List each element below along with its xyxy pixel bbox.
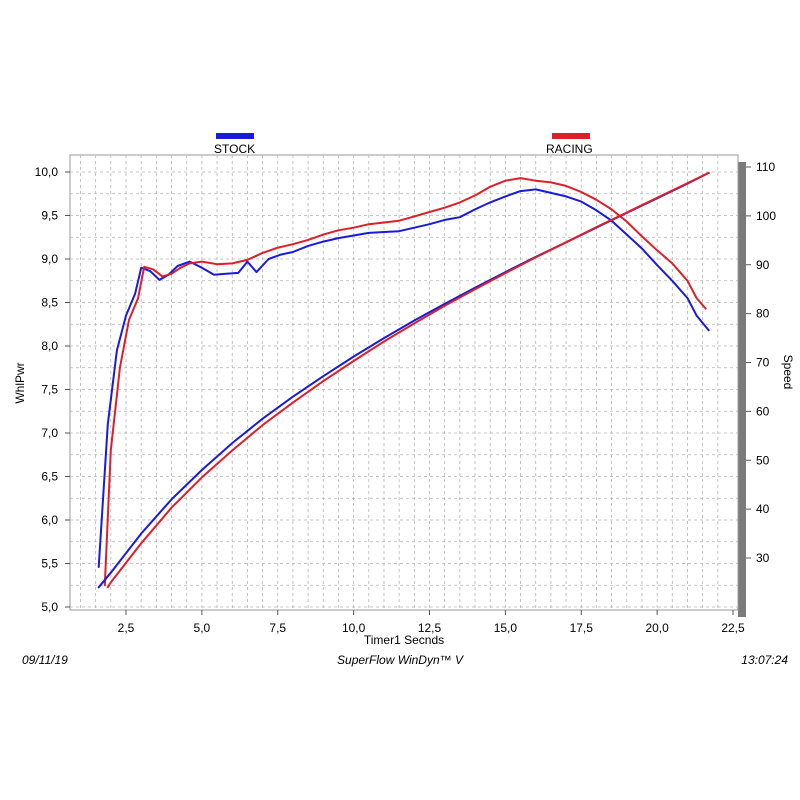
y-right-axis-title: Speed (781, 355, 795, 390)
y-left-tick-label: 8,5 (41, 296, 58, 310)
y-left-tick-label: 9,0 (41, 252, 58, 266)
y-right-tick-label: 60 (756, 404, 770, 418)
y-left-tick-label: 5,5 (41, 557, 58, 571)
y-right-axis-ticks: 30 40 50 60 70 80 90 100 110 (746, 160, 776, 565)
y-left-tick-label: 7,0 (41, 426, 58, 440)
grid (70, 155, 738, 610)
x-tick-label: 5,0 (194, 621, 211, 635)
y-left-tick-label: 10,0 (35, 165, 59, 179)
legend-swatch-racing (552, 133, 590, 139)
footer-date: 09/11/19 (22, 653, 68, 667)
y-left-tick-label: 6,0 (41, 513, 58, 527)
y-left-tick-label: 7,5 (41, 383, 58, 397)
legend: STOCK RACING (214, 133, 593, 156)
x-tick-label: 10,0 (342, 621, 366, 635)
legend-swatch-stock (216, 133, 254, 139)
legend-label-stock: STOCK (214, 142, 255, 156)
series-layer (97, 171, 710, 589)
y-right-tick-label: 70 (756, 356, 770, 370)
plot-shadow (738, 162, 746, 617)
y-left-axis-ticks: 5,0 5,5 6,0 6,5 7,0 7,5 8,0 8,5 9,0 9,5 10,0 (35, 165, 70, 614)
y-right-tick-label: 90 (756, 258, 770, 272)
x-tick-label: 7,5 (269, 621, 286, 635)
x-tick-label: 15,0 (494, 621, 518, 635)
footer-time: 13:07:24 (741, 653, 788, 667)
x-tick-label: 20,0 (645, 621, 669, 635)
y-right-tick-label: 40 (756, 502, 770, 516)
y-left-tick-label: 6,5 (41, 470, 58, 484)
y-left-axis-title: WhlPwr (13, 362, 27, 403)
y-right-tick-label: 100 (756, 209, 776, 223)
series-racing-speed-line (106, 171, 710, 589)
y-right-tick-label: 80 (756, 307, 770, 321)
y-left-tick-label: 9,5 (41, 209, 58, 223)
x-tick-label: 2,5 (118, 621, 135, 635)
y-right-tick-label: 110 (756, 160, 775, 174)
y-left-tick-label: 8,0 (41, 339, 58, 353)
y-right-tick-label: 50 (756, 453, 770, 467)
x-tick-label: 17,5 (570, 621, 594, 635)
x-axis-title: Timer1 Secnds (364, 633, 444, 647)
plot-area (69, 154, 739, 611)
legend-label-racing: RACING (546, 142, 593, 156)
x-axis-ticks: 2,5 5,0 7,5 10,0 12,5 15,0 17,5 20,0 22,5 (118, 610, 745, 635)
x-tick-label: 22,5 (721, 621, 745, 635)
footer-app-name: SuperFlow WinDyn™ V (337, 653, 463, 667)
x-tick-label: 12,5 (418, 621, 442, 635)
y-right-tick-label: 30 (756, 551, 770, 565)
series-racing-whlpwr-line (103, 177, 707, 587)
y-left-tick-label: 5,0 (41, 600, 58, 614)
